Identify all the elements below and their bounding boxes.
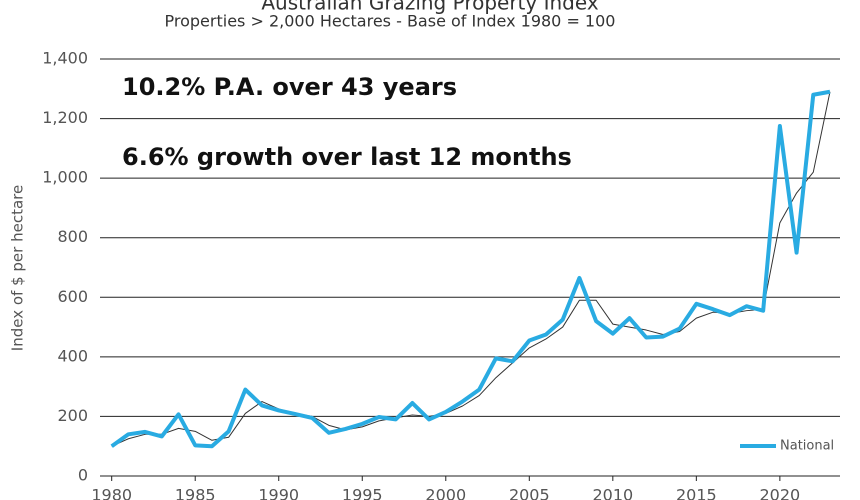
annotation: 10.2% P.A. over 43 years [122, 73, 457, 101]
x-tick-label: 2020 [760, 486, 801, 500]
annotation: 6.6% growth over last 12 months [122, 143, 572, 171]
y-tick-label: 200 [57, 406, 88, 425]
x-tick-label: 1995 [342, 486, 383, 500]
y-tick-label: 1,200 [42, 108, 88, 127]
chart-title: Australian Grazing Property Index [261, 0, 598, 15]
y-tick-label: 800 [57, 227, 88, 246]
y-tick-label: 400 [57, 346, 88, 365]
y-axis-label: Index of $ per hectare [9, 185, 27, 351]
x-tick-label: 2010 [592, 486, 633, 500]
x-tick-label: 2000 [425, 486, 466, 500]
x-tick-label: 1985 [175, 486, 216, 500]
x-tick-label: 2005 [509, 486, 550, 500]
y-tick-label: 600 [57, 287, 88, 306]
x-tick-label: 1980 [91, 486, 132, 500]
y-tick-label: 1,400 [42, 49, 88, 68]
data-line [110, 89, 831, 449]
chart-subtitle: Properties > 2,000 Hectares - Base of In… [165, 12, 616, 31]
y-tick-label: 1,000 [42, 168, 88, 187]
legend-label: National [780, 439, 834, 454]
data-line [111, 91, 831, 447]
x-tick-label: 1990 [258, 486, 299, 500]
x-tick-label: 2015 [676, 486, 717, 500]
y-tick-label: 0 [78, 466, 88, 485]
